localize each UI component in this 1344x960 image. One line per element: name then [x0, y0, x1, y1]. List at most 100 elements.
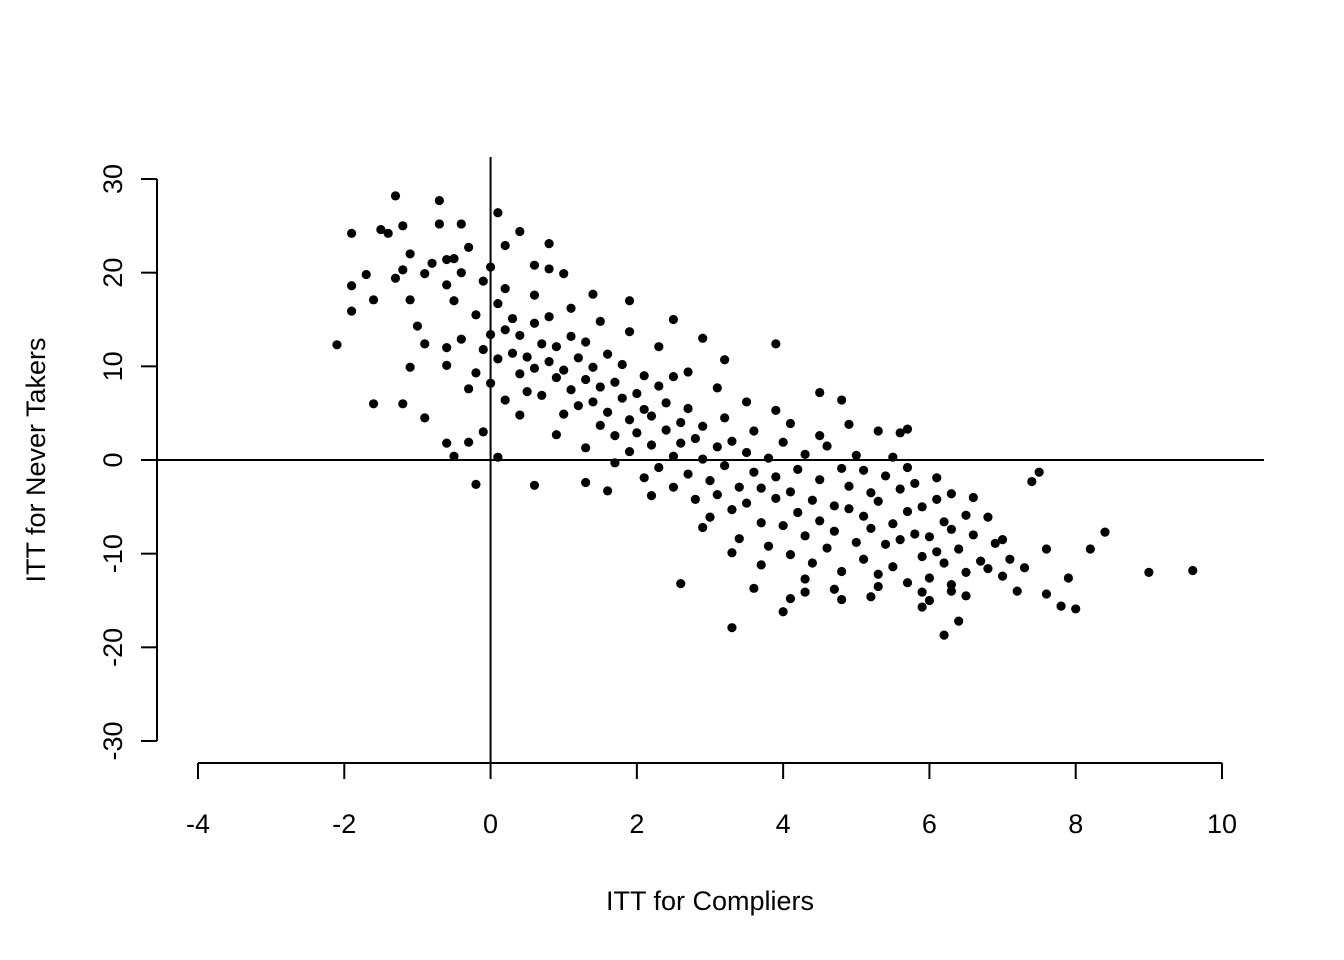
- data-point: [888, 519, 898, 529]
- data-point: [741, 498, 752, 508]
- data-point: [471, 310, 481, 320]
- y-tick-label: 10: [98, 351, 128, 381]
- data-point: [829, 501, 839, 511]
- data-point: [917, 551, 927, 562]
- data-point: [368, 295, 379, 305]
- data-point: [924, 573, 935, 583]
- x-tick-label: -2: [332, 809, 356, 839]
- data-point: [676, 438, 686, 448]
- data-point: [727, 436, 737, 446]
- y-tick-label: 30: [98, 164, 128, 194]
- data-point: [442, 360, 452, 370]
- data-point: [917, 502, 927, 512]
- data-point: [946, 524, 956, 534]
- data-point: [720, 355, 730, 365]
- data-point: [412, 321, 423, 331]
- data-point: [595, 382, 605, 392]
- data-point: [398, 221, 408, 231]
- data-point: [785, 418, 796, 429]
- data-point: [449, 296, 459, 306]
- data-point: [939, 517, 949, 527]
- data-point: [624, 446, 635, 457]
- data-point: [668, 314, 679, 325]
- data-point: [624, 327, 635, 337]
- data-point: [902, 424, 913, 434]
- data-point: [654, 462, 664, 473]
- data-point: [544, 264, 554, 274]
- data-point: [420, 269, 430, 279]
- data-point: [1085, 544, 1095, 554]
- data-point: [507, 313, 518, 324]
- data-point: [844, 504, 854, 514]
- data-point: [771, 472, 781, 482]
- data-point: [529, 318, 540, 328]
- data-point: [983, 564, 993, 574]
- data-point: [537, 390, 547, 400]
- data-point: [888, 562, 898, 572]
- data-point: [405, 362, 415, 372]
- data-point: [712, 490, 722, 500]
- data-point: [1041, 544, 1052, 554]
- data-point: [683, 367, 693, 377]
- data-point: [895, 484, 905, 494]
- data-point: [705, 512, 715, 522]
- data-point: [712, 383, 722, 393]
- data-point: [932, 473, 942, 483]
- x-tick-label: 10: [1207, 809, 1237, 839]
- data-point: [522, 352, 532, 362]
- data-point: [727, 548, 737, 558]
- data-point: [661, 425, 671, 435]
- data-point: [829, 526, 839, 536]
- data-point: [807, 558, 818, 568]
- data-point: [478, 344, 488, 355]
- data-point: [383, 228, 393, 238]
- data-point: [427, 258, 437, 268]
- data-point: [800, 574, 810, 584]
- data-point: [639, 371, 649, 381]
- data-point: [464, 437, 474, 447]
- data-point: [537, 339, 547, 349]
- data-point: [807, 495, 818, 505]
- data-point: [1005, 554, 1015, 564]
- data-point: [1144, 567, 1154, 578]
- data-point: [705, 476, 715, 486]
- data-point: [749, 583, 759, 593]
- data-point: [895, 428, 905, 438]
- data-point: [954, 544, 964, 554]
- data-point: [456, 219, 466, 229]
- data-point: [793, 464, 803, 474]
- data-point: [646, 440, 657, 450]
- data-point: [859, 511, 869, 521]
- data-point: [961, 510, 971, 520]
- data-point: [785, 594, 796, 604]
- data-point: [1063, 573, 1073, 583]
- data-point: [837, 594, 847, 605]
- data-point: [449, 451, 459, 461]
- data-point: [902, 506, 913, 517]
- data-point: [712, 442, 722, 452]
- x-axis-ticks: -4 -2 0 2 4 6 8 10: [186, 763, 1237, 839]
- data-point: [478, 427, 488, 437]
- data-point: [932, 547, 942, 557]
- data-point: [873, 496, 883, 506]
- data-point: [785, 550, 796, 560]
- data-point: [741, 397, 752, 407]
- data-point: [398, 399, 408, 409]
- data-point: [720, 413, 730, 423]
- data-point: [449, 254, 459, 264]
- data-point: [917, 602, 927, 612]
- data-point: [837, 395, 847, 405]
- data-point: [727, 623, 737, 633]
- data-point: [1071, 604, 1081, 614]
- data-point: [573, 401, 583, 411]
- data-point: [785, 487, 796, 497]
- data-point: [683, 403, 693, 414]
- y-tick-label: -10: [98, 534, 128, 573]
- data-point: [347, 306, 357, 316]
- data-point: [880, 539, 891, 549]
- data-point: [873, 426, 883, 436]
- data-point: [559, 409, 569, 419]
- data-point: [544, 357, 554, 367]
- data-point: [866, 523, 876, 533]
